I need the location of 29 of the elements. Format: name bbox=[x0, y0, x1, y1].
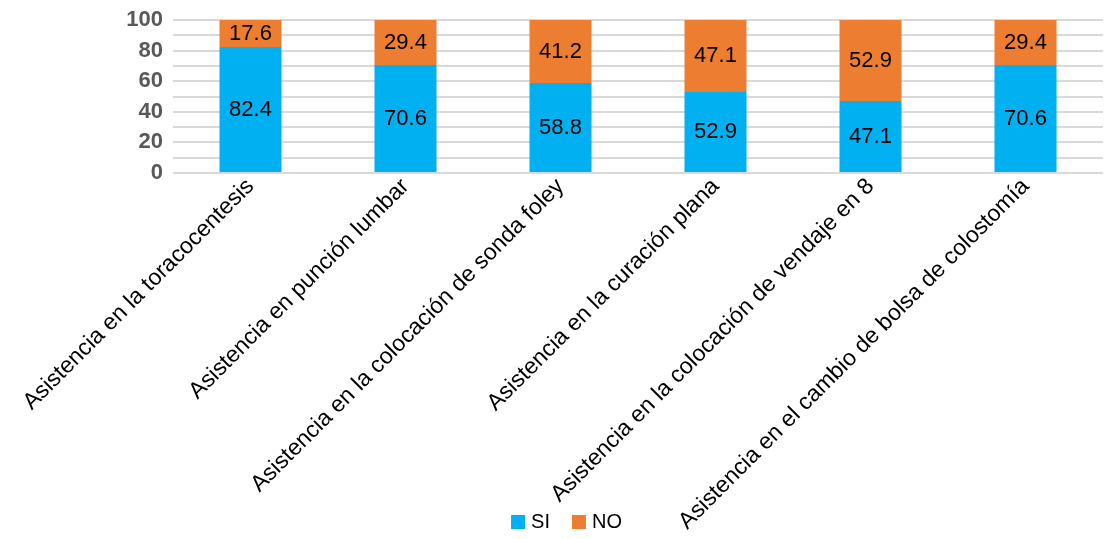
data-label: 29.4 bbox=[1004, 28, 1047, 54]
bar bbox=[684, 92, 747, 172]
y-tick-label: 60 bbox=[138, 67, 163, 93]
bar bbox=[219, 46, 282, 172]
bar bbox=[839, 100, 902, 172]
legend-label: SI bbox=[531, 509, 550, 532]
data-label: 47.1 bbox=[694, 42, 737, 68]
bar bbox=[839, 20, 902, 101]
y-tick-label: 20 bbox=[138, 128, 163, 154]
data-label: 70.6 bbox=[384, 104, 427, 130]
bar bbox=[529, 83, 592, 172]
y-tick-label: 100 bbox=[126, 6, 163, 32]
data-label: 82.4 bbox=[229, 95, 272, 121]
data-label: 29.4 bbox=[384, 28, 427, 54]
legend-label: NO bbox=[591, 509, 622, 532]
bar bbox=[994, 64, 1057, 172]
y-tick-label: 0 bbox=[150, 159, 163, 185]
bar bbox=[529, 20, 592, 84]
data-label: 52.9 bbox=[694, 118, 737, 144]
data-label: 70.6 bbox=[1004, 104, 1047, 130]
data-label: 52.9 bbox=[849, 46, 892, 72]
data-label: 17.6 bbox=[229, 19, 272, 45]
y-tick-label: 80 bbox=[138, 36, 163, 62]
y-tick-label: 40 bbox=[138, 97, 163, 123]
bar bbox=[374, 64, 437, 172]
data-label: 41.2 bbox=[539, 37, 582, 63]
data-label: 47.1 bbox=[849, 122, 892, 148]
data-label: 58.8 bbox=[539, 113, 582, 139]
bar bbox=[684, 20, 747, 93]
